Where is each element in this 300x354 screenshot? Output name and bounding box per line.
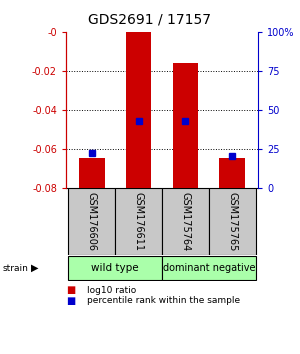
Bar [115,188,162,255]
Text: dominant negative: dominant negative [163,263,255,273]
Bar [209,188,256,255]
Text: wild type: wild type [92,263,139,273]
Text: log10 ratio: log10 ratio [87,286,136,295]
Bar [68,256,162,280]
Bar [68,188,115,255]
Bar [162,256,256,280]
Bar [126,32,152,188]
Text: GSM176606: GSM176606 [87,192,97,251]
Bar [219,159,245,188]
Text: GDS2691 / 17157: GDS2691 / 17157 [88,12,212,27]
Text: ■: ■ [66,296,75,306]
Bar [79,159,105,188]
Bar [172,63,198,188]
Text: ■: ■ [66,285,75,295]
Text: percentile rank within the sample: percentile rank within the sample [87,296,240,306]
Bar [162,188,209,255]
Text: GSM176611: GSM176611 [134,192,144,251]
Text: GSM175764: GSM175764 [180,192,190,251]
Text: GSM175765: GSM175765 [227,192,237,251]
Text: ▶: ▶ [31,263,38,273]
Text: strain: strain [3,264,29,273]
